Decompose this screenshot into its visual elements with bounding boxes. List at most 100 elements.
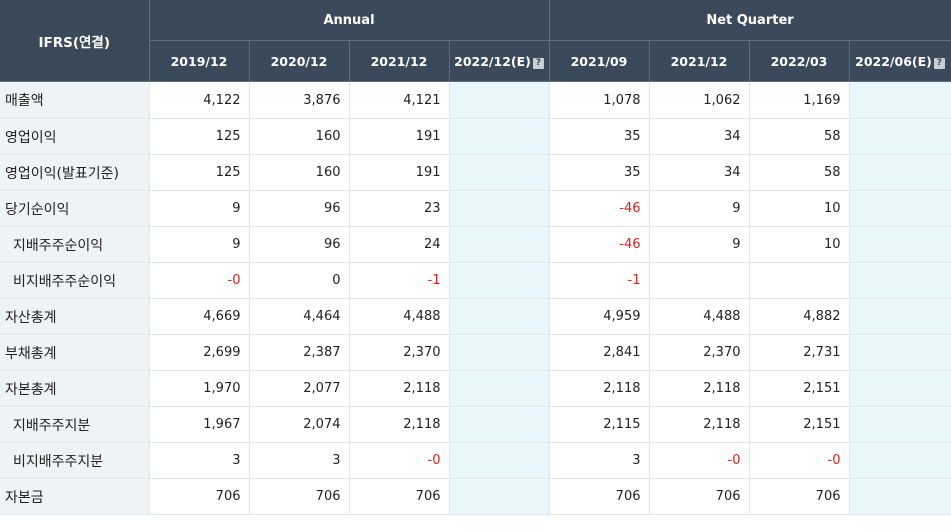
- value-cell: 191: [349, 118, 450, 155]
- value-cell: 3: [549, 442, 650, 479]
- value-cell: 2,151: [749, 406, 850, 443]
- value-cell: 1,967: [149, 406, 250, 443]
- estimate-cell: [449, 118, 550, 155]
- value-cell: 58: [749, 154, 850, 191]
- estimate-cell: [849, 226, 951, 263]
- estimate-cell: [849, 406, 951, 443]
- value-cell: 3,876: [249, 81, 350, 119]
- row-label: 지배주주순이익: [0, 226, 150, 263]
- value-cell: 2,118: [349, 370, 450, 407]
- value-cell: -1: [549, 262, 650, 299]
- header-period: 2021/12: [349, 40, 450, 82]
- row-label: 비지배주주지분: [0, 442, 150, 479]
- value-cell: 4,959: [549, 298, 650, 335]
- value-cell: 125: [149, 118, 250, 155]
- value-cell: 2,077: [249, 370, 350, 407]
- row-label: 자산총계: [0, 298, 150, 335]
- row-label: 비지배주주순이익: [0, 262, 150, 299]
- value-cell: 3: [149, 442, 250, 479]
- value-cell: 0: [249, 262, 350, 299]
- value-cell: 706: [149, 478, 250, 515]
- value-cell: -0: [749, 442, 850, 479]
- value-cell: 2,118: [649, 370, 750, 407]
- value-cell: 706: [549, 478, 650, 515]
- value-cell: 3: [249, 442, 350, 479]
- header-group-net-quarter: Net Quarter: [549, 0, 951, 41]
- value-cell: 706: [249, 478, 350, 515]
- value-cell: -0: [349, 442, 450, 479]
- value-cell: 4,464: [249, 298, 350, 335]
- estimate-cell: [449, 442, 550, 479]
- value-cell: 2,370: [649, 334, 750, 371]
- value-cell: 1,062: [649, 81, 750, 119]
- help-icon[interactable]: ?: [933, 57, 945, 69]
- value-cell: 2,387: [249, 334, 350, 371]
- header-period: 2021/12: [649, 40, 750, 82]
- value-cell: 9: [649, 226, 750, 263]
- value-cell: 2,699: [149, 334, 250, 371]
- estimate-cell: [449, 370, 550, 407]
- value-cell: 1,970: [149, 370, 250, 407]
- value-cell: -0: [649, 442, 750, 479]
- table-row: 자본금 706 706 706 706 706 706: [0, 478, 951, 515]
- estimate-cell: [849, 262, 951, 299]
- value-cell: 10: [749, 190, 850, 227]
- header-period: 2022/03: [749, 40, 850, 82]
- value-cell: 2,074: [249, 406, 350, 443]
- value-cell: 160: [249, 118, 350, 155]
- value-cell: 35: [549, 154, 650, 191]
- header-period: 2020/12: [249, 40, 350, 82]
- value-cell: 2,118: [649, 406, 750, 443]
- value-cell: -46: [549, 190, 650, 227]
- value-cell: 4,669: [149, 298, 250, 335]
- header-period: 2019/12: [149, 40, 250, 82]
- table-row: 영업이익(발표기준) 125 160 191 35 34 58: [0, 154, 951, 191]
- value-cell: 24: [349, 226, 450, 263]
- estimate-cell: [849, 190, 951, 227]
- table-row: 비지배주주지분 3 3 -0 3 -0 -0: [0, 442, 951, 479]
- value-cell: 4,122: [149, 81, 250, 119]
- header-period: 2021/09: [549, 40, 650, 82]
- value-cell: 2,370: [349, 334, 450, 371]
- table-row: 자본총계 1,970 2,077 2,118 2,118 2,118 2,151: [0, 370, 951, 407]
- row-label: 부채총계: [0, 334, 150, 371]
- financial-summary-table: IFRS(연결) Annual Net Quarter 2019/12 2020…: [0, 0, 951, 515]
- header-period-estimate: 2022/06(E)?: [849, 40, 951, 82]
- table-row: 자산총계 4,669 4,464 4,488 4,959 4,488 4,882: [0, 298, 951, 335]
- estimate-cell: [849, 478, 951, 515]
- table-row: 매출액 4,122 3,876 4,121 1,078 1,062 1,169: [0, 81, 951, 119]
- table-body: 매출액 4,122 3,876 4,121 1,078 1,062 1,169 영업이익 125…: [0, 81, 951, 515]
- estimate-cell: [449, 334, 550, 371]
- estimate-cell: [449, 81, 550, 119]
- row-label: 자본금: [0, 478, 150, 515]
- value-cell: 34: [649, 118, 750, 155]
- value-cell: 2,841: [549, 334, 650, 371]
- table-row: 당기순이익 9 96 23 -46 9 10: [0, 190, 951, 227]
- row-label: 지배주주지분: [0, 406, 150, 443]
- estimate-cell: [449, 406, 550, 443]
- value-cell: 35: [549, 118, 650, 155]
- estimate-cell: [849, 154, 951, 191]
- value-cell: 9: [149, 190, 250, 227]
- value-cell: 9: [649, 190, 750, 227]
- value-cell: 4,882: [749, 298, 850, 335]
- value-cell: 4,488: [649, 298, 750, 335]
- row-label: 매출액: [0, 81, 150, 119]
- value-cell: 706: [349, 478, 450, 515]
- estimate-cell: [449, 190, 550, 227]
- table-row: 영업이익 125 160 191 35 34 58: [0, 118, 951, 155]
- value-cell: 58: [749, 118, 850, 155]
- value-cell: 2,118: [549, 370, 650, 407]
- value-cell: 2,115: [549, 406, 650, 443]
- row-label: 자본총계: [0, 370, 150, 407]
- table-row: 지배주주순이익 9 96 24 -46 9 10: [0, 226, 951, 263]
- estimate-cell: [449, 226, 550, 263]
- value-cell: 4,488: [349, 298, 450, 335]
- value-cell: 2,118: [349, 406, 450, 443]
- value-cell: 4,121: [349, 81, 450, 119]
- value-cell: 125: [149, 154, 250, 191]
- table-row: 비지배주주순이익 -0 0 -1 -1: [0, 262, 951, 299]
- value-cell: 160: [249, 154, 350, 191]
- help-icon[interactable]: ?: [532, 57, 544, 69]
- table-row: 부채총계 2,699 2,387 2,370 2,841 2,370 2,731: [0, 334, 951, 371]
